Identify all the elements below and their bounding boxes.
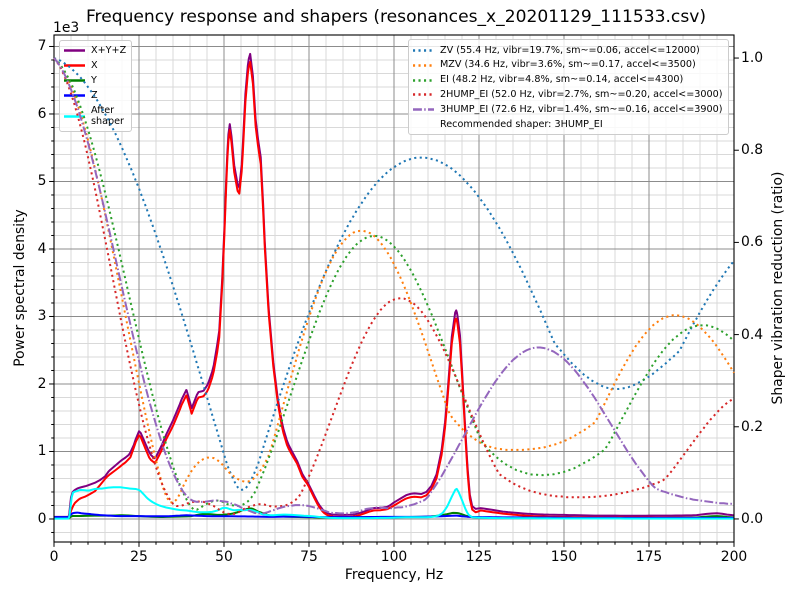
legend-item: Recommended shaper: 3HUMP_EI — [413, 119, 723, 131]
legend-item: MZV (34.6 Hz, vibr=3.6%, sm~=0.17, accel… — [412, 59, 723, 71]
y-tick-label-right: 0.6 — [741, 234, 764, 251]
x-tick-label: 25 — [130, 548, 148, 565]
y-axis-offset-text: 1e3 — [53, 20, 80, 36]
y-tick-label-left: 3 — [37, 308, 47, 325]
legend-label: Z — [91, 89, 98, 101]
y-tick-label-right: 0.8 — [741, 142, 764, 159]
legend-item: 3HUMP_EI (72.6 Hz, vibr=1.4%, sm~=0.16, … — [412, 104, 723, 116]
legend-swatch-dotted — [412, 63, 434, 67]
legend-item: X+Y+Z — [63, 45, 127, 57]
x-tick-label: 50 — [215, 548, 233, 565]
x-tick-label: 175 — [635, 548, 663, 565]
y-tick-label-left: 0 — [37, 510, 47, 527]
legend-item: Y — [63, 74, 127, 87]
y-tick-label-left: 5 — [37, 173, 47, 190]
y-tick-label-left: 1 — [37, 443, 47, 460]
y-tick-label-left: 7 — [37, 38, 47, 55]
x-tick-label: 200 — [720, 548, 748, 565]
legend-swatch-dotted — [412, 78, 434, 82]
x-tick-label: 100 — [380, 548, 408, 565]
legend-item: EI (48.2 Hz, vibr=4.8%, sm~=0.14, accel<… — [412, 74, 723, 86]
legend-item: Z — [63, 89, 127, 102]
legend-psd: X+Y+Z X Y Z After shaper — [59, 39, 133, 133]
x-tick-label: 0 — [49, 548, 59, 565]
legend-swatch-solid — [63, 64, 85, 67]
y-tick-label-right: 1.0 — [741, 50, 764, 67]
legend-swatch-solid — [63, 79, 85, 82]
y-tick-label-right: 0.0 — [741, 510, 764, 527]
x-tick-label: 75 — [300, 548, 318, 565]
legend-label: X — [91, 59, 98, 71]
legend-swatch-dashdot — [412, 108, 434, 112]
y-tick-label-left: 2 — [37, 375, 47, 392]
legend-swatch-solid — [63, 114, 85, 118]
y-tick-label-right: 0.4 — [741, 326, 764, 343]
y-tick-label-right: 0.2 — [741, 418, 764, 435]
chart-title: Frequency response and shapers (resonanc… — [85, 7, 707, 27]
legend-item: ZV (55.4 Hz, vibr=19.7%, sm~=0.06, accel… — [412, 44, 723, 57]
legend-swatch-dotted — [412, 93, 434, 97]
legend-item: After shaper — [63, 104, 127, 128]
legend-shapers: ZV (55.4 Hz, vibr=19.7%, sm~=0.06, accel… — [408, 39, 729, 135]
legend-label: X+Y+Z — [91, 45, 127, 56]
legend-swatch-solid — [63, 49, 85, 53]
x-tick-label: 125 — [465, 548, 493, 565]
legend-label: MZV (34.6 Hz, vibr=3.6%, sm~=0.17, accel… — [440, 59, 696, 71]
legend-swatch-dotted — [412, 48, 434, 52]
legend-label: 2HUMP_EI (52.0 Hz, vibr=2.7%, sm~=0.20, … — [440, 89, 723, 101]
x-tick-label: 150 — [550, 548, 578, 565]
legend-label: EI (48.2 Hz, vibr=4.8%, sm~=0.14, accel<… — [440, 74, 684, 86]
y-tick-label-left: 6 — [37, 105, 47, 122]
legend-swatch-solid — [63, 94, 85, 97]
legend-label: Y — [91, 74, 97, 86]
legend-swatch-none — [413, 119, 434, 130]
legend-label: Recommended shaper: 3HUMP_EI — [440, 118, 603, 130]
y-tick-label-left: 4 — [37, 240, 47, 257]
x-axis-label: Frequency, Hz — [344, 567, 444, 583]
legend-label: ZV (55.4 Hz, vibr=19.7%, sm~=0.06, accel… — [440, 44, 700, 56]
legend-label: 3HUMP_EI (72.6 Hz, vibr=1.4%, sm~=0.16, … — [440, 104, 723, 116]
legend-label: After shaper — [91, 104, 125, 128]
legend-item: X — [63, 59, 127, 72]
legend-item: 2HUMP_EI (52.0 Hz, vibr=2.7%, sm~=0.20, … — [412, 89, 723, 101]
